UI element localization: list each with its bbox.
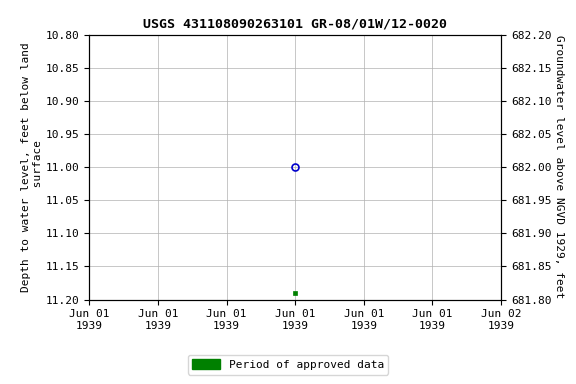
Y-axis label: Depth to water level, feet below land
 surface: Depth to water level, feet below land su… <box>21 42 43 292</box>
Title: USGS 431108090263101 GR-08/01W/12-0020: USGS 431108090263101 GR-08/01W/12-0020 <box>143 18 447 31</box>
Y-axis label: Groundwater level above NGVD 1929, feet: Groundwater level above NGVD 1929, feet <box>554 35 564 299</box>
Legend: Period of approved data: Period of approved data <box>188 355 388 375</box>
